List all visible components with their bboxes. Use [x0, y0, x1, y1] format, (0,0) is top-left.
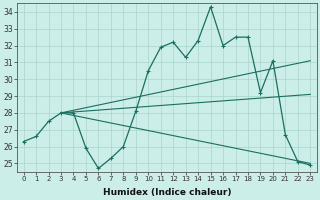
- X-axis label: Humidex (Indice chaleur): Humidex (Indice chaleur): [103, 188, 231, 197]
